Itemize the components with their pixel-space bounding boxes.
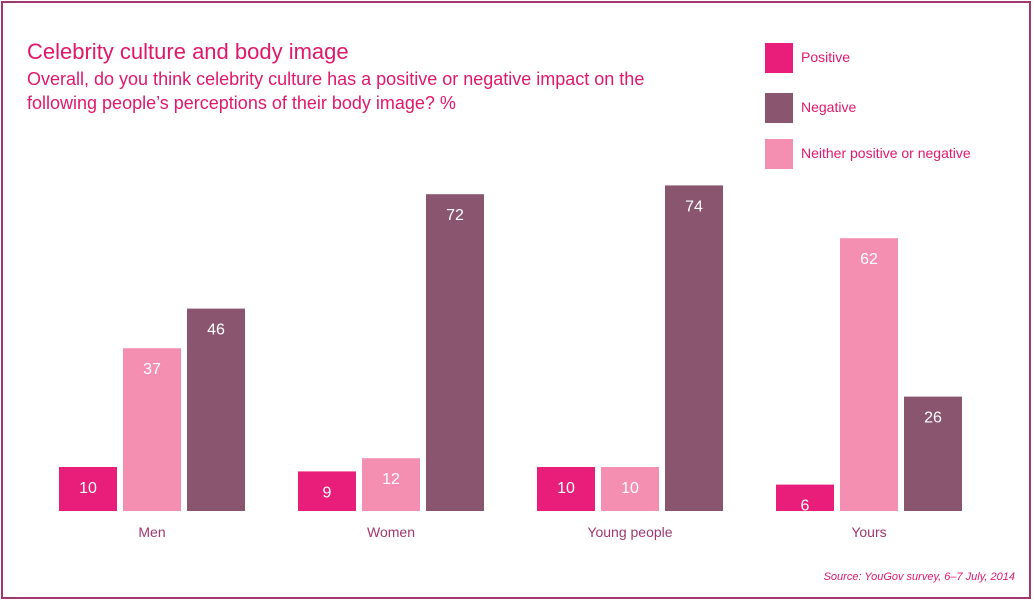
category-label-women: Women — [367, 524, 415, 540]
bar-women-positive — [298, 471, 356, 511]
data-label-men-neither: 37 — [143, 361, 161, 378]
category-label-men: Men — [138, 524, 165, 540]
data-label-young-people-positive: 10 — [557, 480, 575, 497]
data-label-young-people-negative: 74 — [685, 198, 703, 215]
bar-young-people-neither — [601, 467, 659, 511]
chart-title: Celebrity culture and body image — [27, 39, 349, 64]
bar-women-neither — [362, 458, 420, 511]
data-label-women-neither: 12 — [382, 471, 400, 488]
bar-yours-neither — [840, 238, 898, 511]
category-label-yours: Yours — [851, 524, 886, 540]
data-label-men-positive: 10 — [79, 480, 97, 497]
legend-label-negative: Negative — [801, 99, 857, 115]
bar-men-positive — [59, 467, 117, 511]
bar-men-neither — [123, 348, 181, 511]
data-label-women-negative: 72 — [446, 207, 464, 224]
data-label-young-people-neither: 10 — [621, 480, 639, 497]
bar-women-negative — [426, 194, 484, 511]
legend-item-positive: Positive — [765, 43, 1025, 75]
legend-swatch-neither — [765, 139, 793, 169]
legend-label-positive: Positive — [801, 49, 851, 65]
bar-yours-positive — [776, 484, 834, 511]
legend-item-negative: Negative — [765, 93, 1025, 125]
source-note: Source: YouGov survey, 6–7 July, 2014 — [823, 571, 1015, 583]
bar-young-people-positive — [537, 467, 595, 511]
category-label-young-people: Young people — [587, 524, 672, 540]
bar-yours-negative — [904, 396, 962, 511]
data-label-men-negative: 46 — [207, 322, 225, 339]
data-label-yours-negative: 26 — [924, 410, 942, 427]
legend-swatch-negative — [765, 93, 793, 123]
bar-men-negative — [187, 308, 245, 511]
data-label-yours-neither: 62 — [860, 251, 878, 268]
legend-item-neither: Neither positive or negative — [765, 139, 1025, 171]
bar-young-people-negative — [665, 185, 723, 511]
data-label-yours-positive: 6 — [801, 498, 810, 515]
chart-subtitle: Overall, do you think celebrity culture … — [27, 69, 645, 113]
data-label-women-positive: 9 — [323, 484, 332, 501]
legend-label-neither: Neither positive or negative — [801, 145, 971, 161]
legend-swatch-positive — [765, 43, 793, 73]
